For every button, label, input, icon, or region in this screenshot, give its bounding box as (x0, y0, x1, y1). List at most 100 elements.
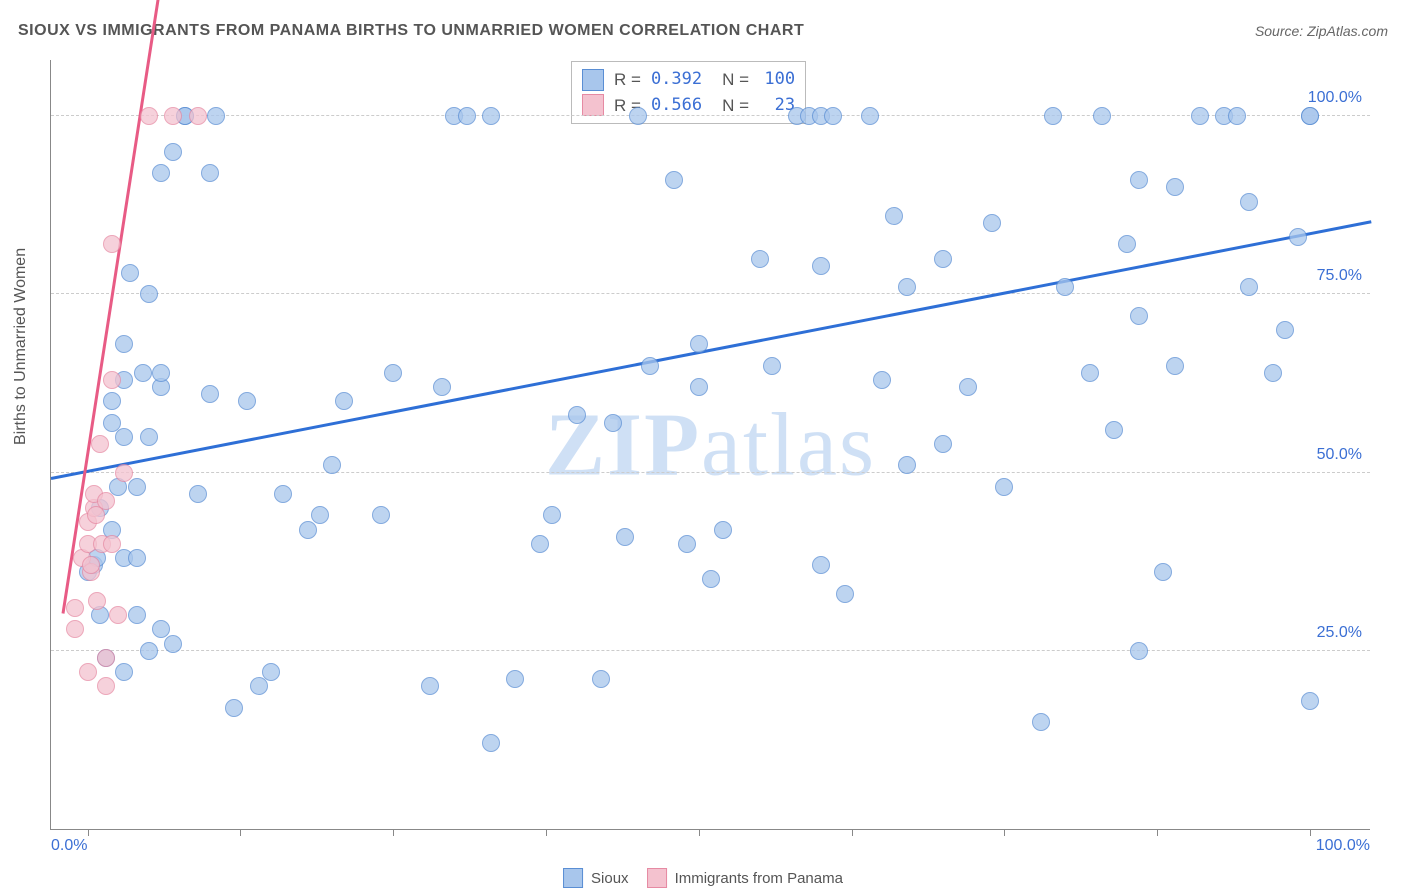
data-point-sioux (207, 107, 225, 125)
data-point-panama (82, 556, 100, 574)
data-point-sioux (1228, 107, 1246, 125)
data-point-sioux (885, 207, 903, 225)
legend-swatch-panama (582, 94, 604, 116)
title-bar: SIOUX VS IMMIGRANTS FROM PANAMA BIRTHS T… (18, 22, 1388, 40)
x-tick (1004, 829, 1005, 836)
data-point-panama (103, 535, 121, 553)
data-point-sioux (506, 670, 524, 688)
data-point-sioux (164, 143, 182, 161)
data-point-sioux (898, 278, 916, 296)
data-point-sioux (1166, 178, 1184, 196)
data-point-sioux (152, 364, 170, 382)
x-tick (852, 829, 853, 836)
legend-item-sioux: Sioux (563, 868, 629, 888)
source-name: ZipAtlas.com (1307, 23, 1388, 39)
data-point-panama (140, 107, 158, 125)
y-tick-label: 100.0% (1308, 89, 1362, 107)
data-point-sioux (751, 250, 769, 268)
data-point-panama (66, 620, 84, 638)
data-point-sioux (335, 392, 353, 410)
data-point-sioux (115, 428, 133, 446)
data-point-sioux (934, 435, 952, 453)
data-point-sioux (433, 378, 451, 396)
data-point-panama (91, 435, 109, 453)
data-point-panama (66, 599, 84, 617)
chart-title: SIOUX VS IMMIGRANTS FROM PANAMA BIRTHS T… (18, 22, 804, 40)
data-point-sioux (1301, 107, 1319, 125)
data-point-sioux (873, 371, 891, 389)
data-point-sioux (134, 364, 152, 382)
data-point-sioux (274, 485, 292, 503)
data-point-sioux (1301, 692, 1319, 710)
legend-swatch-sioux (563, 868, 583, 888)
data-point-sioux (140, 428, 158, 446)
data-point-panama (97, 677, 115, 695)
trend-line-sioux (51, 220, 1372, 480)
x-tick (546, 829, 547, 836)
data-point-sioux (763, 357, 781, 375)
data-point-sioux (164, 635, 182, 653)
data-point-panama (189, 107, 207, 125)
data-point-sioux (152, 164, 170, 182)
data-point-sioux (568, 406, 586, 424)
data-point-sioux (629, 107, 647, 125)
data-point-sioux (421, 677, 439, 695)
data-point-sioux (1032, 713, 1050, 731)
data-point-sioux (1105, 421, 1123, 439)
y-tick-label: 50.0% (1317, 446, 1362, 464)
data-point-sioux (543, 506, 561, 524)
data-point-sioux (225, 699, 243, 717)
data-point-panama (164, 107, 182, 125)
legend-swatch-sioux (582, 69, 604, 91)
data-point-sioux (238, 392, 256, 410)
data-point-sioux (140, 285, 158, 303)
x-tick-label-max: 100.0% (1316, 837, 1370, 855)
data-point-sioux (299, 521, 317, 539)
y-axis-title: Births to Unmarried Women (12, 248, 30, 445)
x-tick (88, 829, 89, 836)
data-point-sioux (861, 107, 879, 125)
data-point-sioux (592, 670, 610, 688)
data-point-sioux (812, 556, 830, 574)
data-point-panama (109, 606, 127, 624)
data-point-panama (97, 649, 115, 667)
legend-label-sioux: Sioux (591, 870, 629, 887)
data-point-sioux (678, 535, 696, 553)
legend-label-panama: Immigrants from Panama (675, 870, 843, 887)
data-point-sioux (1130, 307, 1148, 325)
data-point-sioux (201, 164, 219, 182)
data-point-sioux (714, 521, 732, 539)
x-tick (393, 829, 394, 836)
data-point-sioux (482, 734, 500, 752)
gridline-h (51, 650, 1370, 651)
y-tick-label: 75.0% (1317, 267, 1362, 285)
source-prefix: Source: (1255, 23, 1307, 39)
data-point-sioux (690, 378, 708, 396)
y-tick-label: 25.0% (1317, 624, 1362, 642)
data-point-sioux (311, 506, 329, 524)
data-point-sioux (103, 392, 121, 410)
data-point-sioux (836, 585, 854, 603)
data-point-sioux (323, 456, 341, 474)
data-point-sioux (812, 257, 830, 275)
x-tick (1310, 829, 1311, 836)
data-point-sioux (1118, 235, 1136, 253)
data-point-sioux (115, 335, 133, 353)
data-point-sioux (189, 485, 207, 503)
data-point-sioux (665, 171, 683, 189)
data-point-sioux (702, 570, 720, 588)
data-point-sioux (1044, 107, 1062, 125)
data-point-sioux (1056, 278, 1074, 296)
data-point-sioux (616, 528, 634, 546)
data-point-sioux (262, 663, 280, 681)
legend-r-value-sioux: 0.392 (651, 67, 702, 93)
data-point-sioux (604, 414, 622, 432)
data-point-sioux (1289, 228, 1307, 246)
data-point-sioux (384, 364, 402, 382)
data-point-panama (103, 371, 121, 389)
x-tick (1157, 829, 1158, 836)
data-point-sioux (1264, 364, 1282, 382)
data-point-sioux (1276, 321, 1294, 339)
legend-swatch-panama (647, 868, 667, 888)
data-point-panama (88, 592, 106, 610)
